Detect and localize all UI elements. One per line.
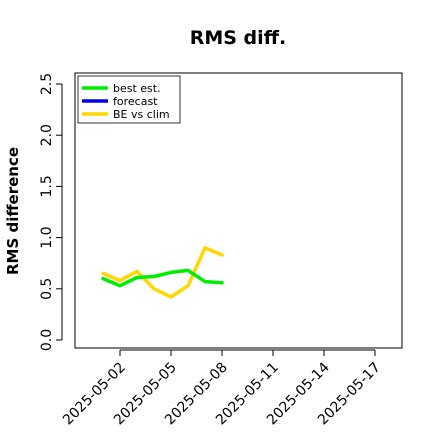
legend-label-forecast: forecast xyxy=(113,95,158,108)
y-tick-label: 2.0 xyxy=(39,124,55,146)
y-axis: 0.0 0.5 1.0 1.5 2.0 2.5 xyxy=(39,73,63,351)
series-line-best-est xyxy=(101,268,224,288)
y-axis-label: RMS difference xyxy=(4,147,22,275)
legend-label-best-est: best est. xyxy=(113,82,161,95)
y-tick-label: 0.5 xyxy=(39,278,55,300)
y-tick-label: 1.5 xyxy=(39,175,55,197)
y-tick-label: 2.5 xyxy=(39,73,55,95)
plot-frame xyxy=(74,72,403,349)
chart-title: RMS diff. xyxy=(190,27,287,49)
legend: best est. forecast BE vs clim xyxy=(77,75,181,124)
series-layer xyxy=(101,246,224,299)
y-tick-label: 0.0 xyxy=(39,329,55,351)
y-tick-label: 1.0 xyxy=(39,226,55,248)
legend-label-be-vs-clim: BE vs clim xyxy=(113,108,170,121)
series-line-be-vs-clim xyxy=(101,246,224,299)
